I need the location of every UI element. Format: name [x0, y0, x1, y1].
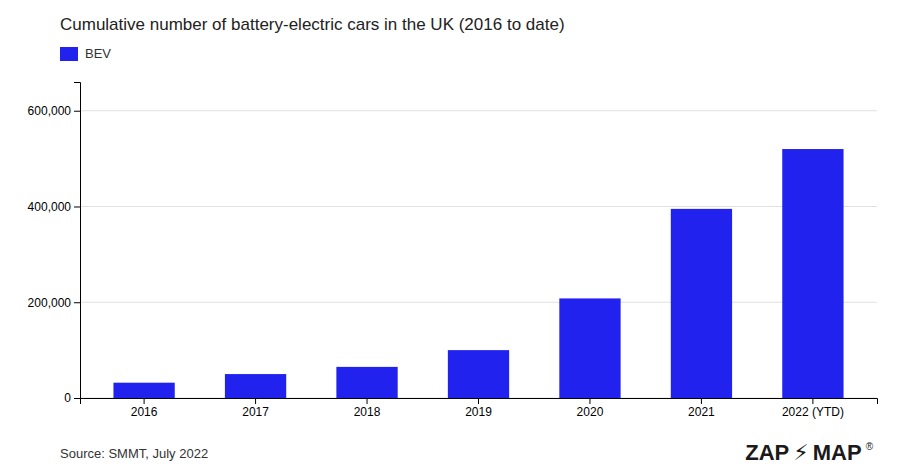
x-tick: 2022 (YTD) — [782, 398, 844, 419]
x-tick-mark — [701, 398, 702, 404]
x-tick: 2019 — [465, 398, 492, 419]
x-tick-label: 2019 — [465, 405, 492, 419]
logo-text: ZAP — [745, 440, 789, 465]
x-axis-line — [81, 399, 878, 405]
grid-line — [80, 110, 877, 111]
logo: ZAP⚡MAP ® — [745, 440, 873, 465]
bar — [448, 350, 509, 398]
bar — [113, 383, 174, 398]
x-tick-label: 2021 — [688, 405, 715, 419]
y-axis: 0 200,000 400,000 600,000 — [28, 83, 81, 406]
x-tick-mark — [367, 398, 368, 404]
bar — [559, 298, 620, 398]
y-tick-mark — [74, 111, 80, 112]
x-tick-mark — [812, 398, 813, 404]
x-tick-label: 2017 — [242, 405, 269, 419]
legend-swatch — [60, 47, 78, 61]
x-tick-label: 2022 (YTD) — [782, 405, 844, 419]
x-tick-mark — [478, 398, 479, 404]
x-tick: 2017 — [242, 398, 269, 419]
source: Source: SMMT, July 2022 — [60, 446, 208, 461]
x-tick-label: 2016 — [131, 405, 158, 419]
logo-text: ⚡ — [793, 440, 808, 465]
x-tick-label: 2018 — [354, 405, 381, 419]
y-tick: 600,000 — [28, 104, 80, 118]
x-tick: 2018 — [354, 398, 381, 419]
x-tick: 2016 — [131, 398, 158, 419]
bars — [113, 149, 843, 398]
chart: 0200,000400,000600,000201620172018201920… — [0, 0, 902, 476]
logo-text: ® — [866, 441, 874, 452]
bar — [336, 367, 397, 398]
y-tick-label: 600,000 — [28, 104, 72, 118]
legend-label: BEV — [85, 46, 111, 61]
y-tick-mark — [74, 302, 80, 303]
x-tick-label: 2020 — [577, 405, 604, 419]
y-tick-label: 400,000 — [28, 200, 72, 214]
title: Cumulative number of battery-electric ca… — [60, 15, 565, 34]
y-tick-label: 0 — [64, 391, 71, 405]
plot-area: 0200,000400,000600,000201620172018201920… — [28, 83, 878, 419]
y-tick: 200,000 — [28, 296, 80, 310]
y-tick: 0 — [64, 391, 80, 405]
y-tick-label: 200,000 — [28, 296, 72, 310]
y-tick-mark — [74, 398, 80, 399]
grid — [80, 111, 877, 398]
y-tick: 400,000 — [28, 200, 80, 214]
bar — [225, 374, 286, 398]
legend: BEV — [60, 46, 111, 61]
y-tick-mark — [74, 206, 80, 207]
logo-text: MAP — [813, 440, 862, 465]
x-tick-mark — [144, 398, 145, 404]
x-tick-mark — [589, 398, 590, 404]
x-tick: 2021 — [688, 398, 715, 419]
bar — [782, 149, 843, 398]
bar — [671, 209, 732, 398]
x-tick: 2020 — [577, 398, 604, 419]
grid-line — [80, 206, 877, 207]
x-axis: 2016 2017 2018 2019 2020 2021 2022 (YTD) — [81, 398, 878, 419]
x-tick-mark — [255, 398, 256, 404]
y-axis-line — [74, 83, 81, 399]
grid-line — [80, 302, 877, 303]
